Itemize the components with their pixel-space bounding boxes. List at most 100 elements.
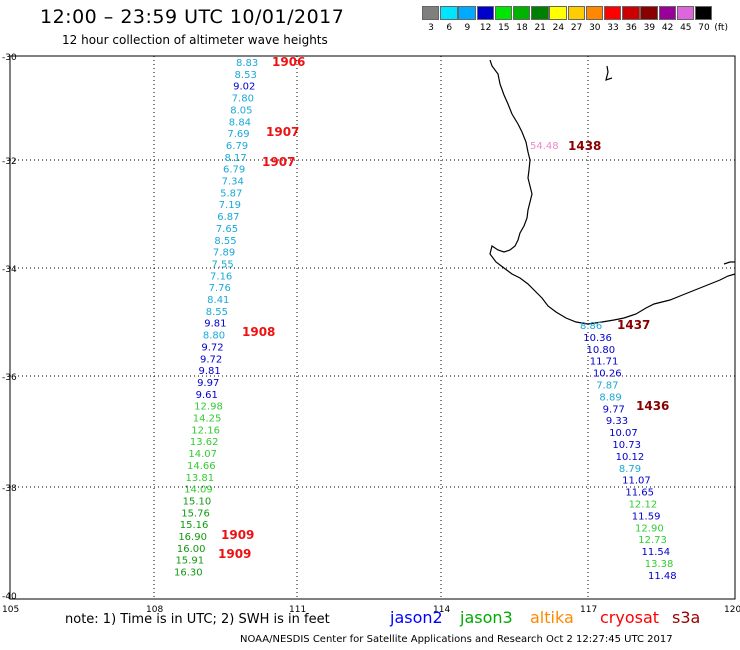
wave-height-label: 8.55 — [206, 307, 228, 318]
wave-height-label: 54.48 — [530, 141, 559, 152]
lon-tick: 111 — [289, 605, 306, 615]
wave-height-label: 15.91 — [175, 556, 204, 567]
pass-time-label: 1438 — [568, 139, 601, 153]
track-labels: 54.48 1438 — [530, 139, 601, 153]
scale-label: 18 — [516, 23, 528, 33]
wave-height-label: 9.72 — [200, 354, 222, 365]
legend-cryosat: cryosat — [600, 608, 660, 627]
wave-height-label: 8.17 — [224, 153, 246, 164]
pass-time-label: 1436 — [636, 399, 669, 413]
scale-swatch — [422, 6, 440, 20]
map-subtitle: 12 hour collection of altimeter wave hei… — [62, 33, 328, 47]
scale-swatch — [458, 6, 476, 20]
pass-time-label: 1906 — [272, 55, 305, 69]
wave-height-label: 16.00 — [177, 544, 206, 555]
scale-label: 30 — [589, 23, 601, 33]
scale-label: 36 — [625, 23, 637, 33]
wave-height-label: 9.81 — [204, 319, 226, 330]
wave-height-label: 11.54 — [642, 547, 671, 558]
pass-time-label: 1909 — [218, 547, 251, 561]
plot-frame — [9, 55, 736, 600]
scale-label: 12 — [479, 23, 492, 33]
wave-height-label: 9.61 — [196, 390, 218, 401]
scale-swatch — [513, 6, 531, 20]
scale-label: 33 — [607, 23, 619, 33]
wave-height-label: 8.84 — [229, 117, 251, 128]
legend-s3a: s3a — [672, 608, 701, 627]
wave-height-label: 9.97 — [197, 378, 219, 389]
scale-swatch — [585, 6, 604, 20]
track-west: 8.838.539.027.808.058.847.696.798.176.79… — [174, 55, 305, 579]
wave-height-label: 7.34 — [222, 177, 244, 188]
wave-height-label: 12.98 — [194, 402, 223, 413]
scale-swatch — [476, 6, 494, 20]
wave-height-label: 6.79 — [223, 165, 245, 176]
wave-height-label: 6.87 — [217, 212, 239, 223]
lat-tick: -32 — [2, 157, 17, 167]
wave-height-label: 12.90 — [635, 523, 664, 534]
wave-height-label: 8.79 — [619, 464, 641, 475]
scale-label: 70 — [698, 23, 710, 33]
track-east: 8.8610.3610.8011.7110.267.878.899.779.33… — [580, 318, 677, 582]
lon-tick: 117 — [580, 605, 597, 615]
wave-height-label: 7.55 — [211, 259, 233, 270]
wave-height-label: 13.38 — [645, 559, 674, 570]
lon-tick: 114 — [433, 605, 450, 615]
wave-height-label: 7.65 — [216, 224, 238, 235]
wave-height-label: 10.80 — [586, 345, 615, 356]
lat-tick: -40 — [2, 592, 17, 602]
scale-label: 27 — [570, 23, 583, 33]
scale-swatch — [567, 6, 585, 20]
scale-label: 39 — [643, 23, 656, 33]
wave-height-label: 6.79 — [226, 141, 248, 152]
wave-height-label: 14.25 — [193, 414, 222, 425]
wave-height-label: 13.62 — [190, 437, 219, 448]
wave-height-label: 13.81 — [186, 473, 215, 484]
wave-height-label: 8.53 — [235, 70, 257, 81]
wave-height-label: 16.30 — [174, 568, 203, 579]
legend-jason2: jason2 — [390, 608, 443, 627]
wave-height-label: 7.19 — [219, 200, 241, 211]
scale-label: 21 — [534, 23, 546, 33]
scale-label: 15 — [498, 23, 510, 33]
scale-label: 42 — [661, 23, 674, 33]
wave-height-label: 15.10 — [183, 496, 212, 507]
wave-height-label: 10.73 — [612, 440, 641, 451]
wave-height-label: 12.12 — [629, 500, 658, 511]
lat-tick: -34 — [2, 265, 17, 275]
scale-label: 45 — [680, 23, 692, 33]
wave-height-label: 12.16 — [191, 425, 220, 436]
scale-swatch — [604, 6, 622, 20]
wave-height-label: 9.33 — [606, 416, 628, 427]
wave-height-label: 9.02 — [233, 82, 255, 93]
wave-height-label: 7.69 — [227, 129, 249, 140]
scale-swatch — [549, 6, 567, 20]
footnote: note: 1) Time is in UTC; 2) SWH is in fe… — [65, 612, 330, 627]
wave-height-label: 10.26 — [593, 369, 622, 380]
coastline-island — [723, 261, 735, 265]
legend-jason3: jason3 — [460, 608, 513, 627]
wave-height-label: 8.89 — [599, 392, 621, 403]
wave-height-label: 11.65 — [625, 488, 654, 499]
pass-time-label: 1907 — [262, 155, 295, 169]
wave-height-label: 14.66 — [187, 461, 216, 472]
scale-swatch — [695, 6, 713, 20]
wave-height-label: 5.87 — [220, 188, 242, 199]
map-title: 12:00 – 23:59 UTC 10/01/2017 — [40, 6, 345, 28]
wave-height-label: 16.90 — [178, 532, 207, 543]
lon-tick: 120 — [724, 605, 740, 615]
wave-height-label: 11.71 — [590, 357, 619, 368]
wave-height-label: 8.55 — [214, 236, 236, 247]
lon-tick: 108 — [146, 605, 163, 615]
legend-altika: altika — [530, 608, 574, 627]
lat-tick: -30 — [2, 53, 17, 63]
scale-swatch — [622, 6, 640, 20]
wave-height-label: 7.80 — [232, 94, 254, 105]
coastline — [489, 59, 736, 325]
wave-height-label: 15.16 — [180, 520, 209, 531]
scale-swatch — [676, 6, 695, 20]
scale-label: 6 — [446, 23, 453, 33]
wave-height-label: 8.80 — [203, 331, 225, 342]
wave-height-label: 7.87 — [596, 381, 618, 392]
wave-height-label: 7.76 — [209, 283, 231, 294]
